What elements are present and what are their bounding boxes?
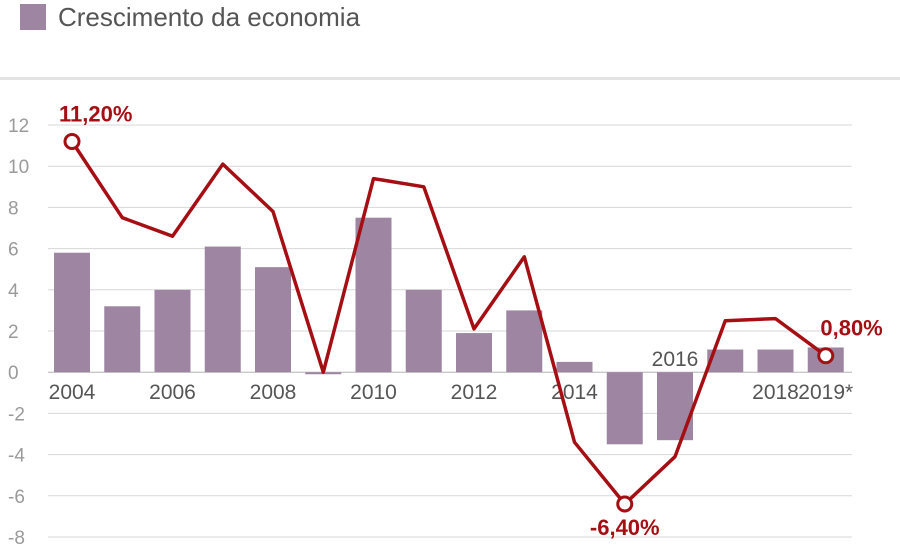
data-label: -6,40% [590,515,660,540]
y-tick-label: 12 [8,116,29,137]
line-series [70,140,827,506]
bar [456,333,492,373]
annotations: 11,20% -6,40% 0,80% [59,101,883,540]
y-tick-label: -6 [8,487,25,508]
bar [255,267,291,373]
highlight-marker [817,347,835,365]
x-tick-label: 2019* [798,381,853,404]
bar [657,372,693,441]
y-tick-label: 10 [8,157,29,178]
legend: Crescimento da economia [20,0,360,34]
bar [506,310,543,373]
line-path [70,140,827,506]
bar-series [54,217,844,445]
data-label: 0,80% [820,316,882,341]
bar [757,349,794,373]
header-divider [0,77,900,80]
y-tick-label: -4 [8,446,25,467]
x-tick-label: 2010 [350,381,397,404]
y-tick-label: -2 [8,404,25,425]
y-tick-label: 2 [8,322,19,343]
x-tick-label: 2018 [752,381,799,404]
bar [355,217,392,373]
bar [54,252,90,373]
legend-swatch [20,4,46,30]
y-tick-label: 6 [8,240,19,261]
y-axis-ticks: 12 10 8 6 4 2 0 -2 -4 -6 -8 [8,116,29,549]
bar [204,246,241,373]
bar [405,289,442,373]
y-tick-label: -8 [8,528,25,549]
y-tick-label: 4 [8,281,19,302]
bar [104,306,141,373]
bar [707,349,744,373]
data-label: 11,20% [59,101,132,126]
bar [606,372,643,445]
highlight-marker [616,495,634,513]
bar [154,289,191,373]
x-tick-label: 2012 [451,381,498,404]
x-tick-label: 2016 [652,348,699,371]
x-tick-label: 2006 [149,381,196,404]
y-tick-label: 0 [8,363,19,384]
x-tick-label: 2008 [250,381,297,404]
y-tick-label: 8 [8,198,19,219]
bar [556,361,593,373]
legend-label: Crescimento da economia [58,1,361,32]
x-tick-label: 2004 [49,381,96,404]
highlight-marker [63,132,81,150]
